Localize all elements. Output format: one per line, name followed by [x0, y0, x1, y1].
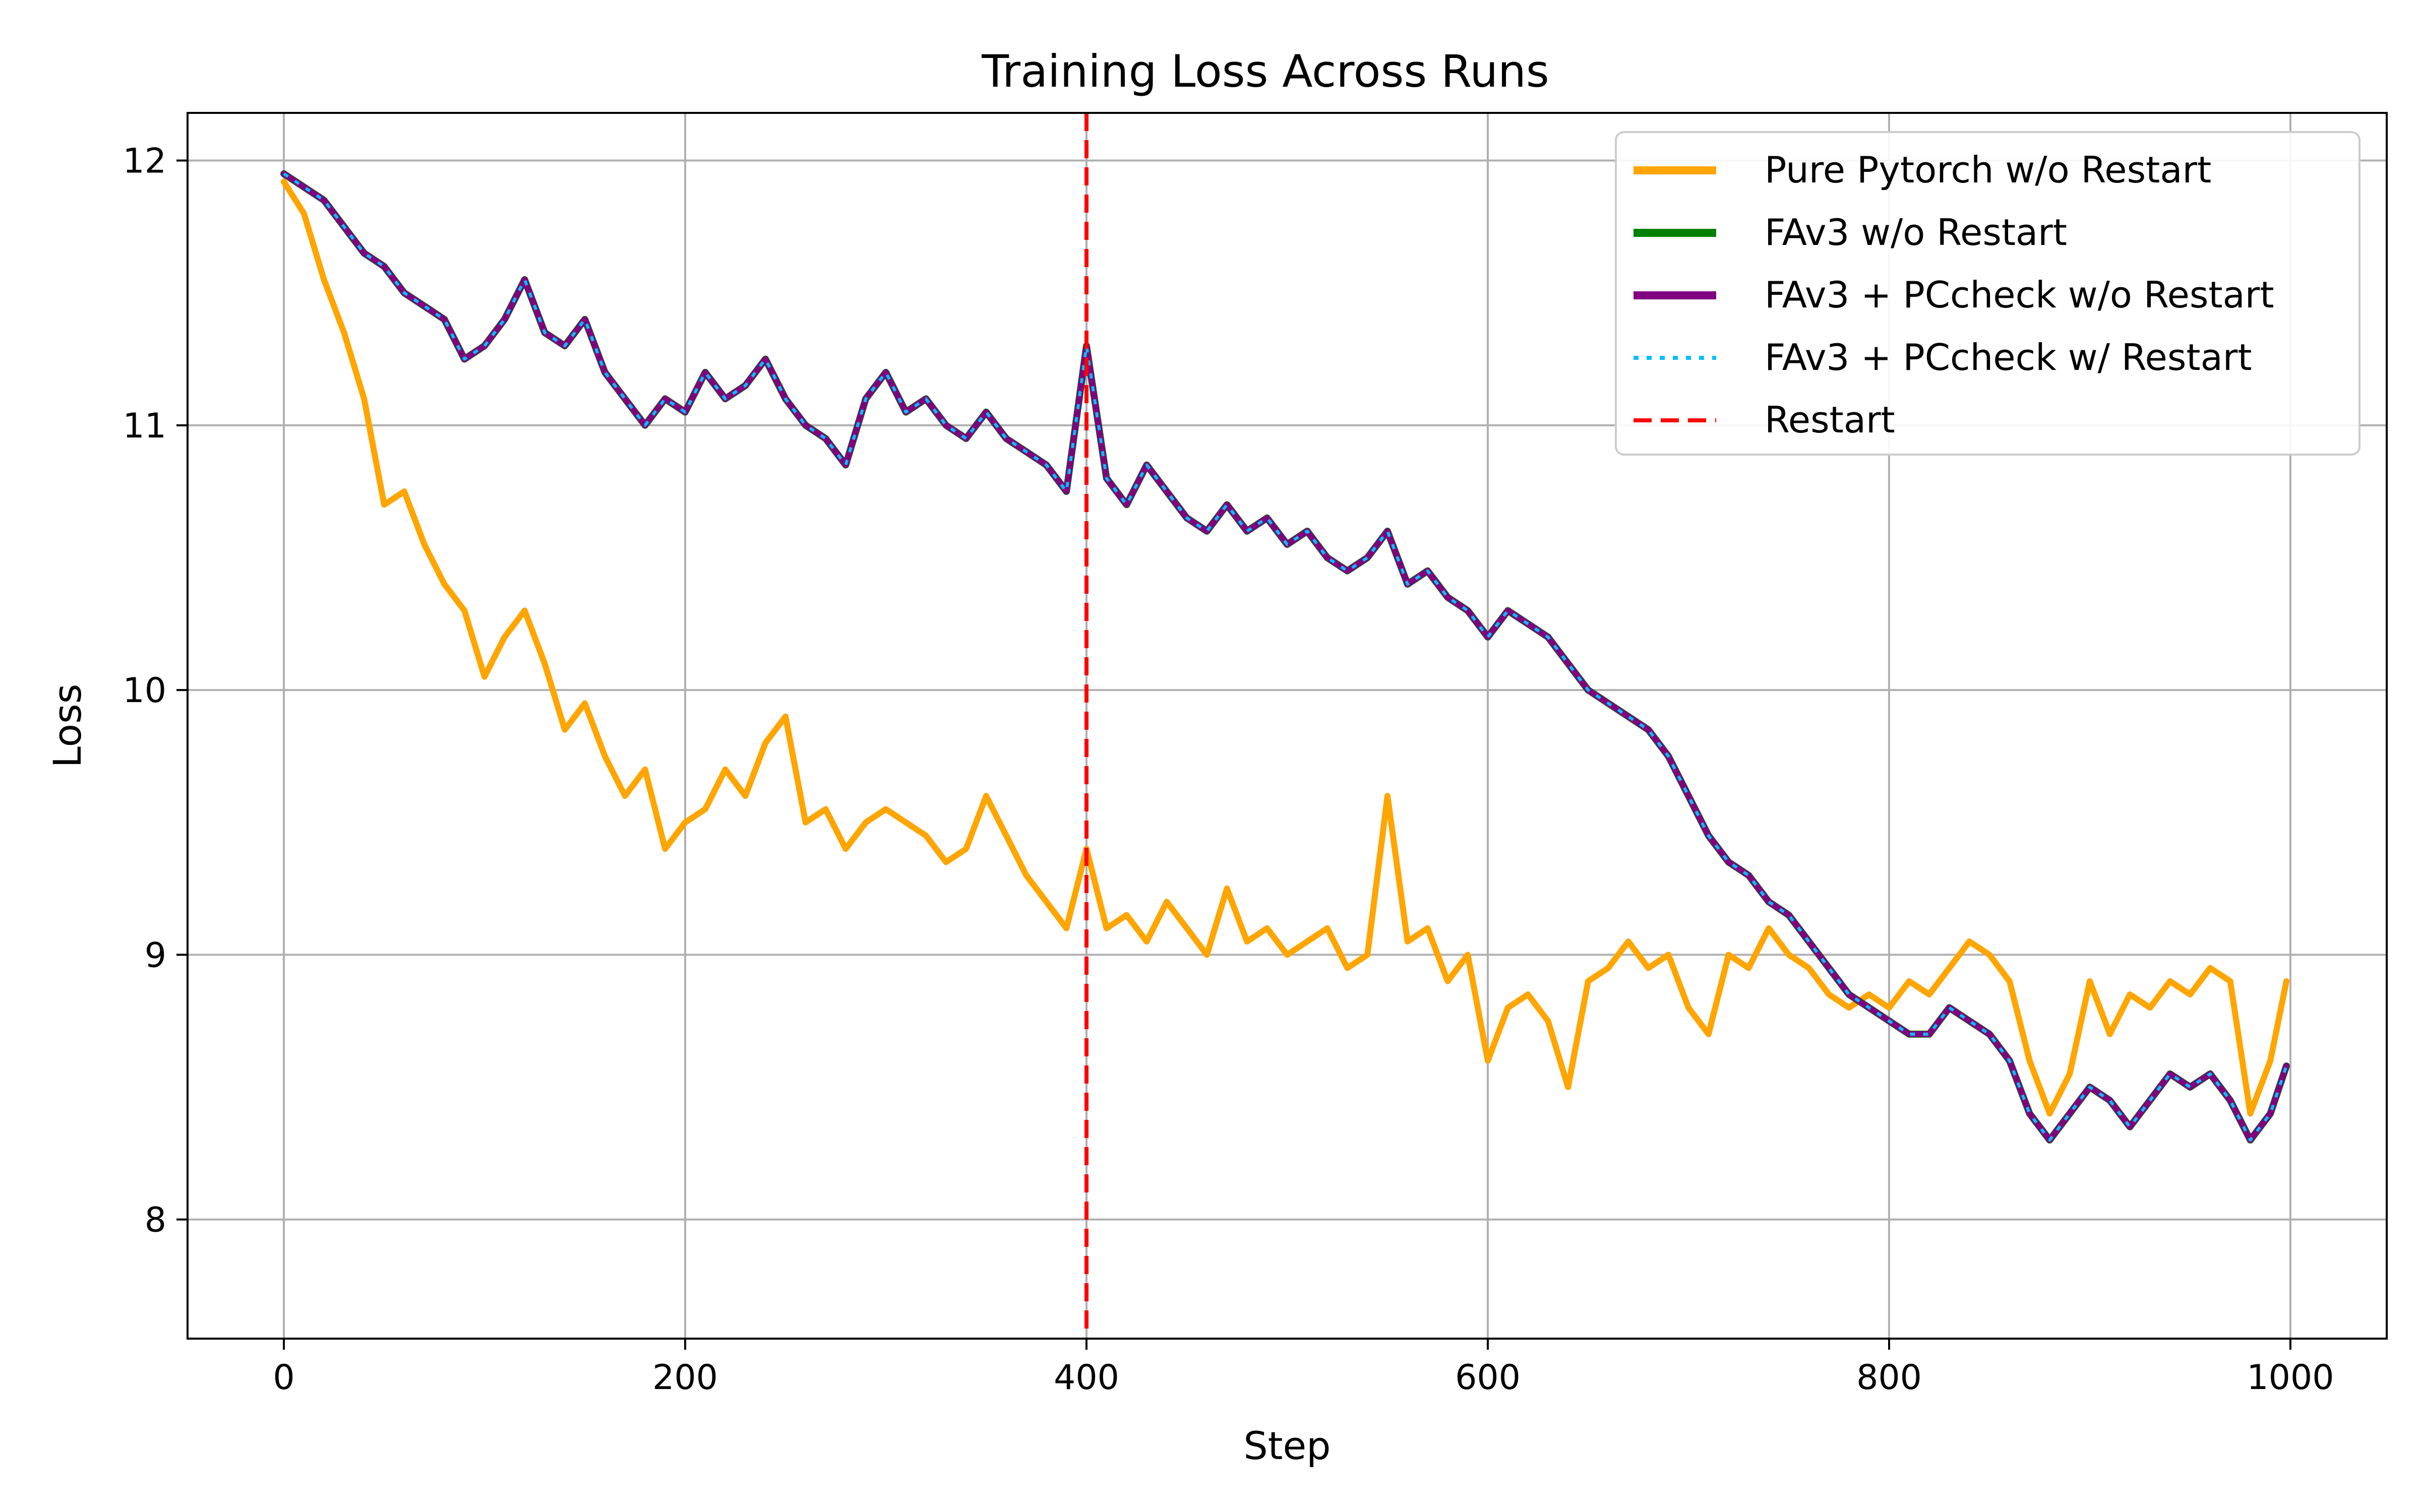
legend-label: Restart	[1765, 399, 1895, 441]
x-tick-label: 200	[652, 1358, 718, 1398]
x-tick-label: 600	[1455, 1358, 1521, 1398]
plot-frame	[187, 112, 2388, 1340]
legend-label: FAv3 + PCcheck w/ Restart	[1765, 336, 2252, 379]
x-tick-label: 1000	[2247, 1358, 2334, 1398]
legend-label: FAv3 + PCcheck w/o Restart	[1765, 274, 2274, 316]
series-line-1	[281, 178, 2289, 1117]
y-tick-label: 8	[145, 1201, 166, 1240]
x-tick-label: 400	[1054, 1358, 1119, 1398]
x-tick-label: 0	[273, 1358, 294, 1398]
legend: Pure Pytorch w/o Restart FAv3 w/o Restart…	[1615, 131, 2361, 456]
legend-box	[1615, 131, 2361, 456]
y-tick-label: 10	[123, 671, 166, 711]
data-series	[280, 170, 2290, 1144]
legend-label: FAv3 w/o Restart	[1765, 211, 2067, 254]
series-line-4	[283, 172, 2288, 1142]
y-axis-label: Loss	[45, 684, 90, 768]
chart-title: Training Loss Across Runs	[981, 45, 1549, 97]
y-tick-label: 11	[123, 406, 166, 446]
y-tick-label: 12	[123, 142, 166, 181]
x-axis-label: Step	[1243, 1423, 1330, 1468]
axis-ticks: 0 200 400 600 800 1000 8 9 10 11 12	[123, 142, 2334, 1398]
legend-label: Pure Pytorch w/o Restart	[1765, 149, 2211, 191]
x-tick-label: 800	[1856, 1358, 1922, 1398]
y-tick-label: 9	[145, 935, 166, 975]
